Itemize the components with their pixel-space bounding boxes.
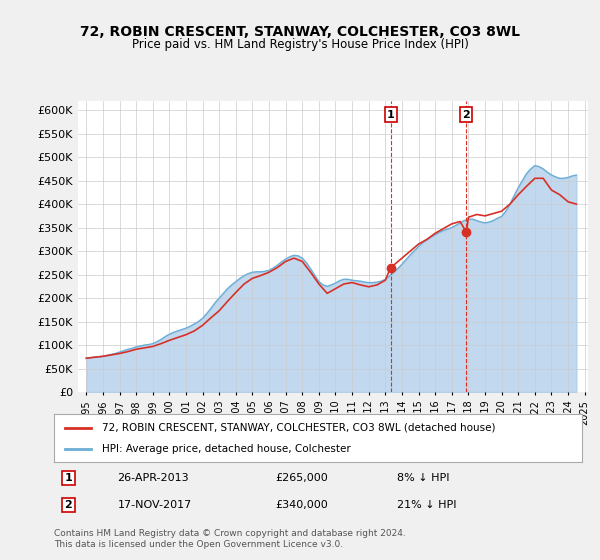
Text: 2: 2 xyxy=(65,500,73,510)
Text: 72, ROBIN CRESCENT, STANWAY, COLCHESTER, CO3 8WL (detached house): 72, ROBIN CRESCENT, STANWAY, COLCHESTER,… xyxy=(101,423,495,433)
Text: Contains HM Land Registry data © Crown copyright and database right 2024.
This d: Contains HM Land Registry data © Crown c… xyxy=(54,529,406,549)
Text: £265,000: £265,000 xyxy=(276,473,329,483)
Text: £340,000: £340,000 xyxy=(276,500,329,510)
Text: 2: 2 xyxy=(463,110,470,119)
Text: 72, ROBIN CRESCENT, STANWAY, COLCHESTER, CO3 8WL: 72, ROBIN CRESCENT, STANWAY, COLCHESTER,… xyxy=(80,25,520,39)
Text: 8% ↓ HPI: 8% ↓ HPI xyxy=(397,473,450,483)
Text: 26-APR-2013: 26-APR-2013 xyxy=(118,473,189,483)
Text: 21% ↓ HPI: 21% ↓ HPI xyxy=(397,500,457,510)
Text: Price paid vs. HM Land Registry's House Price Index (HPI): Price paid vs. HM Land Registry's House … xyxy=(131,38,469,51)
Text: 17-NOV-2017: 17-NOV-2017 xyxy=(118,500,191,510)
Text: 1: 1 xyxy=(387,110,395,119)
Text: HPI: Average price, detached house, Colchester: HPI: Average price, detached house, Colc… xyxy=(101,444,350,454)
Text: 1: 1 xyxy=(65,473,73,483)
